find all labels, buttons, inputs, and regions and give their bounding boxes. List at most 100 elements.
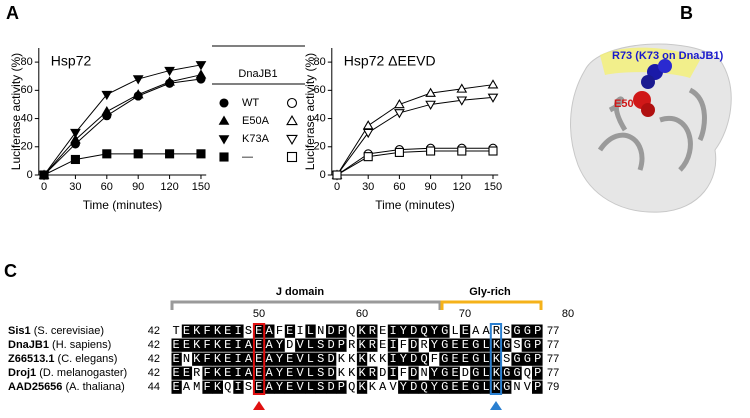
row-name: Z66513.1 (C. elegans) <box>8 353 117 365</box>
y-tick-label: 20 <box>314 141 326 153</box>
residue-cell <box>202 324 213 338</box>
legend-marker <box>219 152 229 162</box>
residue-cell <box>284 380 296 394</box>
row-end: 79 <box>547 381 559 393</box>
residue-cell <box>243 380 255 394</box>
residue-cell <box>398 324 409 338</box>
residue-cell <box>346 352 358 366</box>
residue-cell <box>480 380 492 394</box>
residue-cell <box>439 338 450 352</box>
residue-cell <box>490 324 502 338</box>
legend-marker <box>219 98 229 108</box>
residue-cell <box>171 352 183 366</box>
marker <box>164 66 175 77</box>
x-tick-label: 30 <box>362 181 374 193</box>
residue-cell <box>264 380 275 394</box>
residue-cell <box>192 380 203 394</box>
residue-cell <box>274 380 286 394</box>
legend-label: E50A <box>242 115 270 127</box>
marker <box>362 120 374 130</box>
row-start: 42 <box>148 353 160 365</box>
residue-cell <box>305 352 316 366</box>
highlight-box <box>489 323 503 395</box>
y-tick-label: 80 <box>21 56 33 68</box>
residue-cell <box>212 352 224 366</box>
legend-label: WT <box>242 97 259 109</box>
row-name-id: Z66513.1 <box>8 353 54 365</box>
marker <box>70 134 81 144</box>
y-tick-label: 0 <box>320 169 326 181</box>
series-line <box>336 96 494 176</box>
marker <box>164 76 175 86</box>
x-tick-label: 60 <box>101 181 113 193</box>
x-tick-label: 120 <box>160 181 178 193</box>
residue-cell <box>470 338 481 352</box>
residue-cell <box>315 380 327 394</box>
residue-cell <box>202 352 213 366</box>
marker <box>132 89 144 99</box>
y-axis-label: Luciferase activity (%) <box>303 53 317 170</box>
series-line <box>43 64 202 176</box>
marker <box>456 83 468 93</box>
residue-cell <box>501 324 512 338</box>
residue-cell <box>305 338 316 352</box>
row-start: 42 <box>148 325 160 337</box>
residue-cell <box>202 380 213 394</box>
residue-cell <box>253 380 265 394</box>
residue-cell <box>346 338 358 352</box>
residue-cell <box>192 324 203 338</box>
residue-cell <box>377 352 389 366</box>
series-line <box>336 150 493 176</box>
residue-cell <box>295 380 306 394</box>
residue-cell <box>377 380 389 394</box>
chart-title: Hsp72 <box>51 53 92 69</box>
residue-cell <box>171 338 183 352</box>
residue-cell <box>470 380 481 394</box>
residue-cell <box>418 352 430 366</box>
residue-cell <box>377 338 389 352</box>
legend-marker <box>218 135 230 145</box>
residue-cell <box>336 338 347 352</box>
residue-cell <box>511 380 522 394</box>
row-end: 77 <box>547 339 559 351</box>
x-axis-label: Time (minutes) <box>83 198 163 212</box>
residue-cell <box>233 324 244 338</box>
residue-cell <box>511 338 522 352</box>
legend-marker <box>286 134 298 146</box>
residue-cell <box>521 324 533 338</box>
residue-cell <box>192 338 203 352</box>
residue-cell <box>470 366 481 380</box>
residue-cell <box>418 324 430 338</box>
residue-cell <box>326 366 337 380</box>
x-tick-label: 90 <box>424 181 436 193</box>
marker <box>165 149 175 159</box>
residue-cell <box>233 380 244 394</box>
marker <box>39 170 49 180</box>
residue-cell <box>459 380 471 394</box>
residue-cell <box>398 338 409 352</box>
residue-cell <box>212 366 224 380</box>
residue-cell <box>449 380 461 394</box>
row-species: (C. elegans) <box>58 353 118 365</box>
residue-cell <box>521 338 533 352</box>
residue-cell <box>181 324 193 338</box>
residue-cell <box>243 324 255 338</box>
row-species: (S. cerevisiae) <box>34 325 104 337</box>
residue-cell <box>408 352 419 366</box>
marker <box>332 170 342 180</box>
panel-label: C <box>4 261 17 281</box>
residue-cell <box>264 338 275 352</box>
residue-cell <box>429 380 440 394</box>
ruler-label: 80 <box>562 308 574 320</box>
marker <box>487 79 499 89</box>
region-bar <box>170 300 442 310</box>
residue-cell <box>315 352 327 366</box>
residue-cell <box>315 338 327 352</box>
marker <box>195 61 207 71</box>
legend-marker <box>286 151 298 163</box>
residue-cell <box>459 338 471 352</box>
residue-cell <box>490 352 502 366</box>
residue-cell <box>295 338 306 352</box>
row-start: 42 <box>148 339 160 351</box>
